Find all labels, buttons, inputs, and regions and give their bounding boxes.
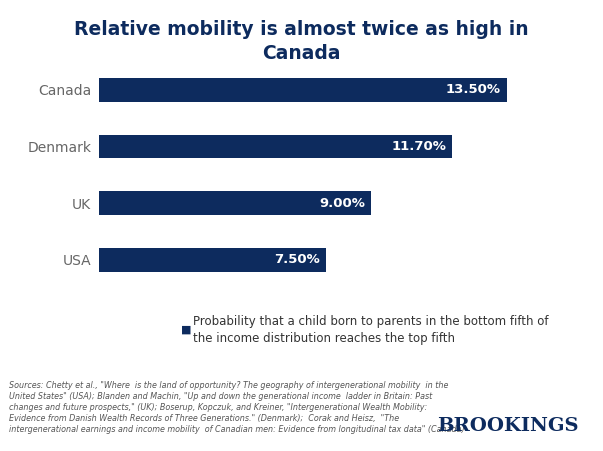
- Text: Probability that a child born to parents in the bottom fifth of
the income distr: Probability that a child born to parents…: [193, 315, 549, 345]
- Bar: [99, 78, 507, 101]
- Text: 11.70%: 11.70%: [391, 140, 446, 153]
- Text: ■: ■: [181, 325, 191, 335]
- Text: Sources: Chetty et al., "Where  is the land of opportunity? The geography of int: Sources: Chetty et al., "Where is the la…: [9, 381, 465, 434]
- Text: Relative mobility is almost twice as high in
Canada: Relative mobility is almost twice as hig…: [74, 20, 529, 63]
- Text: 13.50%: 13.50%: [446, 83, 500, 96]
- Bar: [99, 248, 326, 272]
- Bar: [99, 191, 371, 215]
- Bar: [99, 134, 452, 158]
- Text: BROOKINGS: BROOKINGS: [437, 417, 579, 435]
- Text: 7.50%: 7.50%: [274, 253, 320, 266]
- Text: 9.00%: 9.00%: [319, 197, 365, 210]
